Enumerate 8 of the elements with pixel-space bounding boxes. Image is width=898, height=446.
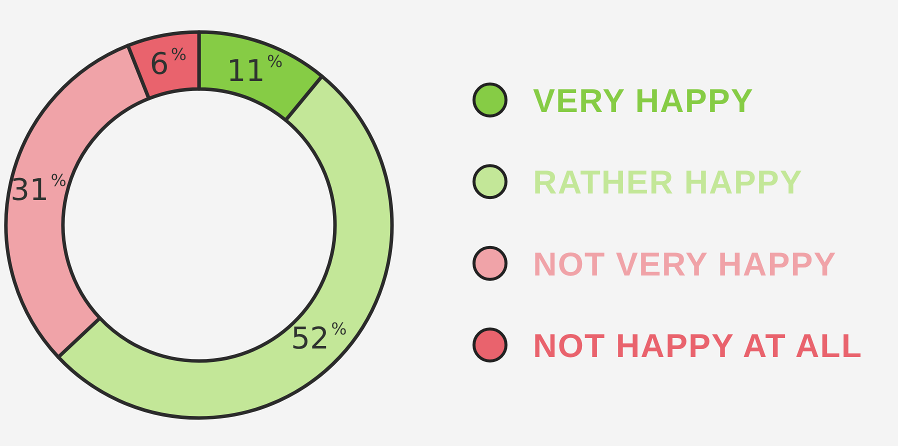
- legend-label: RATHER HAPPY: [533, 164, 803, 201]
- legend-label: VERY HAPPY: [533, 82, 754, 119]
- legend-label: NOT HAPPY AT ALL: [533, 327, 862, 364]
- data-label: 31$^{%}$: [10, 170, 66, 208]
- data-label: 11$^{%}$: [226, 52, 283, 90]
- legend-label: NOT VERY HAPPY: [533, 245, 837, 282]
- data-label: 52$^{%}$: [290, 318, 347, 356]
- data-label: 6$^{%}$: [150, 44, 187, 82]
